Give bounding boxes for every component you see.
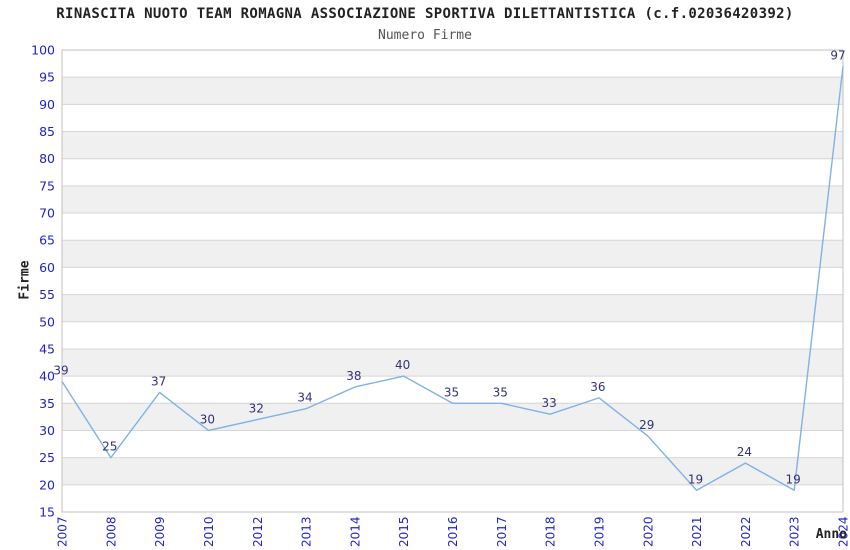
- data-label: 37: [151, 374, 166, 388]
- y-tick-label: 100: [31, 43, 55, 58]
- y-tick-label: 40: [39, 369, 55, 384]
- plot-band: [62, 294, 843, 322]
- data-label: 39: [53, 364, 68, 378]
- plot-band: [62, 376, 843, 404]
- data-label: 33: [541, 396, 556, 410]
- x-axis-title: Anno: [815, 527, 847, 542]
- y-tick-label: 60: [39, 260, 55, 275]
- data-label: 19: [688, 472, 703, 486]
- x-tick-label: 2009: [153, 516, 167, 547]
- plot-border: [61, 49, 844, 513]
- plot-band: [62, 348, 843, 377]
- y-tick-label: 20: [39, 477, 55, 492]
- plot-band: [62, 484, 843, 512]
- x-tick-label: 2016: [446, 516, 460, 547]
- x-tick-label: 2007: [56, 516, 70, 547]
- y-tick-label: 70: [39, 206, 55, 221]
- x-tick-label: 2010: [202, 516, 216, 547]
- data-label: 36: [590, 380, 605, 394]
- x-tick-label: 2024: [837, 516, 850, 547]
- x-tick-label: 2017: [495, 516, 509, 547]
- data-label: 97: [830, 48, 845, 62]
- chart-subtitle: Numero Firme: [378, 28, 472, 43]
- data-label: 40: [395, 358, 410, 372]
- plot-band: [62, 213, 843, 241]
- chart-title: RINASCITA NUOTO TEAM ROMAGNA ASSOCIAZION…: [56, 6, 794, 22]
- x-tick-label: 2020: [641, 516, 655, 547]
- data-label: 25: [102, 440, 117, 454]
- y-tick-label: 35: [39, 396, 55, 411]
- plot-band: [62, 267, 843, 295]
- y-tick-label: 95: [39, 70, 55, 85]
- data-label: 35: [444, 385, 459, 399]
- data-label: 34: [297, 391, 312, 405]
- y-tick-label: 85: [39, 124, 55, 139]
- y-tick-label: 80: [39, 151, 55, 166]
- y-tick-label: 65: [39, 233, 55, 248]
- x-tick-label: 2012: [251, 516, 265, 547]
- plot-band: [62, 240, 843, 268]
- series-line: [61, 66, 844, 491]
- y-tick-label: 75: [39, 178, 55, 193]
- x-tick-label: 2023: [788, 516, 802, 547]
- plot-band: [62, 50, 843, 78]
- y-tick-label: 45: [39, 341, 55, 356]
- data-label: 38: [346, 369, 361, 383]
- y-tick-label: 15: [39, 505, 55, 520]
- plot-band: [62, 104, 843, 132]
- plot-band: [62, 131, 843, 159]
- data-label: 29: [639, 418, 654, 432]
- x-tick-label: 2015: [397, 516, 411, 547]
- plot-band: [62, 77, 843, 105]
- x-tick-label: 2008: [104, 516, 118, 547]
- y-tick-label: 30: [39, 423, 55, 438]
- data-label: 35: [493, 385, 508, 399]
- data-label: 32: [249, 402, 264, 416]
- x-tick-label: 2013: [300, 516, 314, 547]
- y-tick-label: 25: [39, 450, 55, 465]
- y-tick-label: 90: [39, 97, 55, 112]
- y-tick-label: 55: [39, 287, 55, 302]
- x-tick-label: 2019: [592, 516, 606, 547]
- data-label: 19: [786, 472, 801, 486]
- x-tick-label: 2018: [544, 516, 558, 547]
- y-tick-label: 50: [39, 314, 55, 329]
- plot-band: [62, 158, 843, 186]
- x-tick-label: 2014: [348, 516, 362, 547]
- y-axis-title: Firme: [17, 260, 33, 300]
- x-tick-label: 2021: [690, 516, 704, 547]
- plot-band: [62, 457, 843, 485]
- x-tick-label: 2022: [739, 516, 753, 547]
- plot-band: [62, 321, 843, 349]
- plot-band: [62, 185, 843, 214]
- data-label: 30: [200, 412, 215, 426]
- plot-band: [62, 430, 843, 458]
- data-label: 24: [737, 445, 752, 459]
- plot-band: [62, 403, 843, 431]
